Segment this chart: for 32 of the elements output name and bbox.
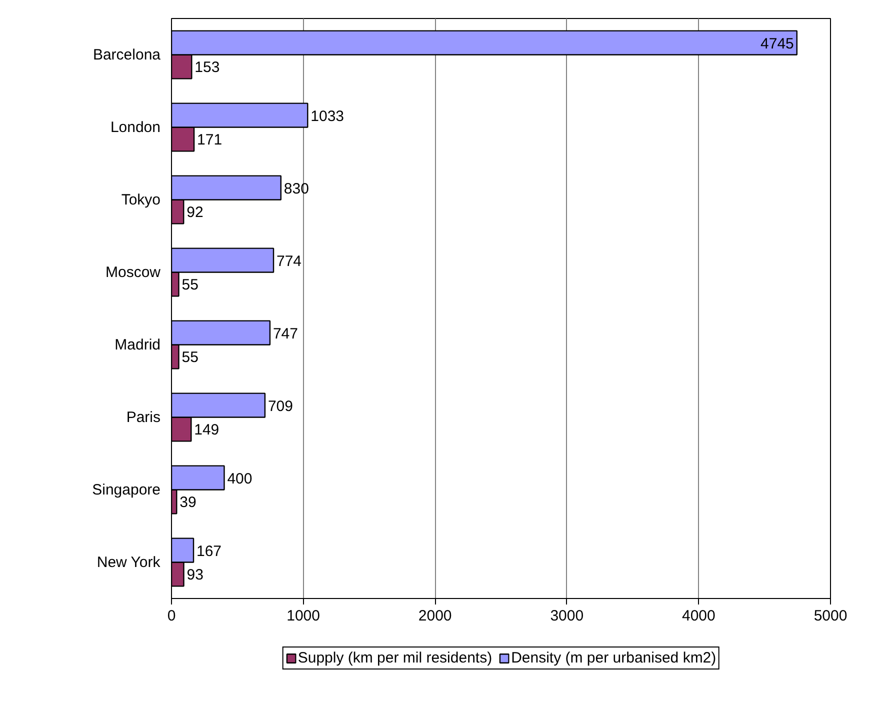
y-tick-label: Barcelona [92, 46, 162, 64]
data-label: 774 [276, 252, 302, 270]
x-tick-label: 1000 [286, 608, 320, 624]
y-tick-label: Madrid [114, 336, 161, 354]
y-tick-label: Paris [126, 408, 161, 426]
x-tick-label: 5000 [814, 608, 848, 624]
data-label: 4745 [760, 35, 794, 52]
data-label: 39 [180, 494, 196, 512]
data-label: 153 [194, 59, 220, 76]
data-label: 1033 [310, 108, 344, 125]
data-label: 93 [186, 566, 204, 584]
legend-label: Density (m per urbanised km2) [511, 650, 716, 666]
y-tick-label: Moscow [105, 264, 161, 281]
y-tick-label: Tokyo [121, 191, 161, 208]
legend-label: Supply (km per mil residents) [298, 650, 492, 666]
data-label: 55 [182, 349, 198, 366]
data-label: 149 [194, 422, 220, 439]
data-label: 747 [272, 325, 298, 342]
data-label: 92 [186, 204, 204, 222]
y-tick-label: London [110, 118, 161, 136]
data-label: 400 [227, 470, 252, 488]
x-tick-label: 2000 [418, 608, 452, 624]
y-tick-label: Singapore [92, 481, 161, 498]
data-label: 171 [197, 132, 222, 149]
x-tick-label: 0 [167, 608, 176, 624]
data-label: 55 [182, 276, 198, 294]
x-tick-label: 4000 [682, 608, 716, 624]
x-tick-label: 3000 [550, 608, 584, 624]
data-label: 709 [268, 398, 293, 415]
y-tick-label: New York [96, 554, 161, 571]
data-label: 167 [196, 542, 222, 560]
data-label: 830 [284, 180, 309, 198]
